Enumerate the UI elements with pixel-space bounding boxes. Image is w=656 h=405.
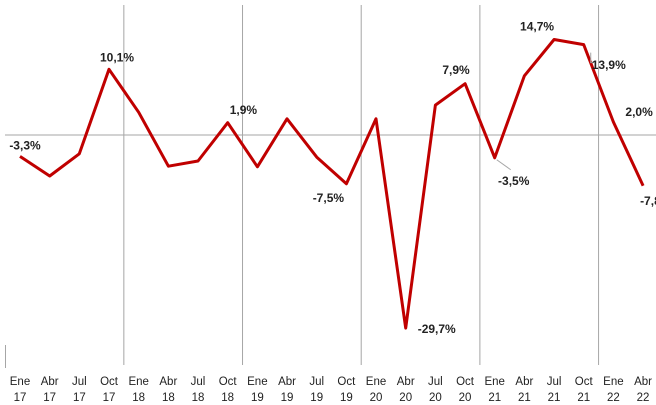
- x-tick-label-month: Ene: [603, 376, 623, 388]
- x-tick-label: Jul 20: [428, 376, 443, 404]
- x-tick-label-month: Oct: [575, 376, 594, 388]
- x-tick-label-month: Oct: [219, 376, 238, 388]
- x-tick-label-month: Abr: [634, 376, 652, 388]
- x-tick-label-month: Jul: [72, 376, 87, 388]
- x-tick-label-year: 20: [429, 392, 442, 404]
- x-tick-label-month: Jul: [191, 376, 206, 388]
- x-tick-label: Oct 21: [575, 376, 594, 404]
- data-label: -3,3%: [9, 139, 41, 153]
- data-label: -3,5%: [498, 174, 530, 188]
- x-tick-label: Ene 21: [484, 376, 504, 404]
- leader-line: [496, 159, 512, 171]
- x-tick-label: Abr 18: [159, 376, 177, 404]
- x-tick-label-year: 21: [577, 392, 590, 404]
- x-tick-label-month: Jul: [309, 376, 324, 388]
- x-tick-label-year: 17: [73, 392, 86, 404]
- data-label: 2,0%: [625, 105, 653, 119]
- x-tick-label: Ene 17: [10, 376, 30, 404]
- x-tick-label: Oct 20: [456, 376, 475, 404]
- x-tick-label-month: Abr: [159, 376, 177, 388]
- data-label: 14,7%: [520, 20, 554, 34]
- x-tick-label-month: Ene: [366, 376, 386, 388]
- leader-line: [590, 52, 594, 64]
- x-tick-label-month: Oct: [456, 376, 475, 388]
- data-label: 10,1%: [100, 51, 134, 65]
- x-tick-label-year: 17: [43, 392, 56, 404]
- x-tick-label: Ene 22: [603, 376, 623, 404]
- x-tick-label-year: 19: [340, 392, 353, 404]
- x-tick-label-year: 19: [251, 392, 264, 404]
- data-label: 7,9%: [442, 63, 470, 77]
- x-tick-label-year: 20: [459, 392, 472, 404]
- x-tick-label-month: Abr: [515, 376, 533, 388]
- x-tick-label: Jul 19: [309, 376, 324, 404]
- x-tick-label: Abr 17: [41, 376, 59, 404]
- data-label: -29,7%: [418, 322, 456, 336]
- x-tick-label: Ene 18: [128, 376, 148, 404]
- x-tick-label-month: Ene: [128, 376, 148, 388]
- x-tick-label: Ene 20: [366, 376, 386, 404]
- x-tick-label-year: 22: [607, 392, 620, 404]
- x-tick-label-year: 18: [162, 392, 175, 404]
- x-tick-label: Abr 22: [634, 376, 652, 404]
- x-tick-label: Oct 19: [337, 376, 356, 404]
- x-tick-label-year: 18: [221, 392, 234, 404]
- x-tick-label-year: 18: [132, 392, 145, 404]
- x-tick-label-month: Abr: [41, 376, 59, 388]
- x-tick-label-year: 19: [310, 392, 323, 404]
- data-label: 13,9%: [592, 58, 626, 72]
- x-tick-label-year: 17: [103, 392, 116, 404]
- x-tick-label-year: 19: [281, 392, 294, 404]
- data-label: 1,9%: [230, 103, 258, 117]
- x-tick-label-month: Oct: [337, 376, 356, 388]
- x-tick-label: Jul 17: [72, 376, 87, 404]
- x-tick-label-year: 17: [14, 392, 27, 404]
- x-tick-label-month: Abr: [278, 376, 296, 388]
- data-label: -7,8%: [640, 194, 656, 208]
- x-tick-label-month: Abr: [397, 376, 415, 388]
- x-tick-label-month: Ene: [247, 376, 267, 388]
- x-tick-label-year: 21: [518, 392, 531, 404]
- data-label: -7,5%: [313, 191, 345, 205]
- x-tick-label: Oct 17: [100, 376, 119, 404]
- x-tick-label-year: 21: [488, 392, 501, 404]
- x-tick-label: Oct 18: [219, 376, 238, 404]
- x-tick-label-month: Ene: [484, 376, 504, 388]
- x-tick-label-month: Ene: [10, 376, 30, 388]
- line: [19, 38, 645, 330]
- x-tick-label-year: 18: [192, 392, 205, 404]
- x-tick-label-year: 20: [370, 392, 383, 404]
- x-tick-label: Jul 21: [547, 376, 562, 404]
- x-tick-label: Jul 18: [191, 376, 206, 404]
- x-tick-label: Ene 19: [247, 376, 267, 404]
- x-tick-label-year: 22: [637, 392, 650, 404]
- x-tick-label-year: 21: [548, 392, 561, 404]
- x-tick-label-year: 20: [399, 392, 412, 404]
- x-tick-label-month: Oct: [100, 376, 119, 388]
- x-tick-label-month: Jul: [547, 376, 562, 388]
- x-tick-label: Abr 19: [278, 376, 296, 404]
- x-tick-label-month: Jul: [428, 376, 443, 388]
- x-tick-label: Abr 20: [397, 376, 415, 404]
- x-tick-label: Abr 21: [515, 376, 533, 404]
